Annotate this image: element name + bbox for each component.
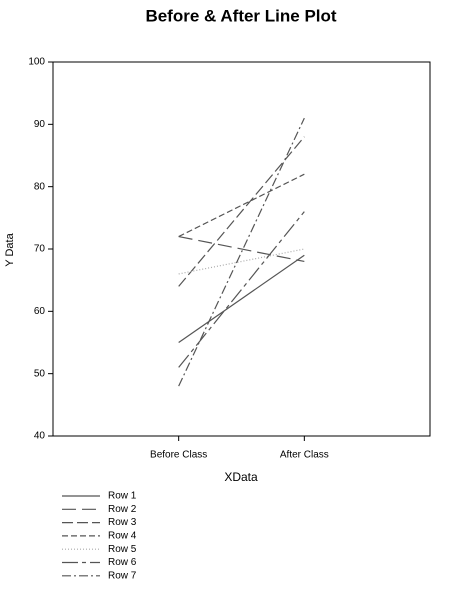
y-tick-label: 100 [28, 57, 45, 68]
x-tick-label: Before Class [150, 450, 207, 461]
legend-label: Row 7 [108, 570, 137, 581]
y-tick-label: 90 [34, 119, 46, 130]
y-axis-label: Y Data [4, 232, 16, 266]
legend-label: Row 2 [108, 504, 137, 515]
data-line [178, 136, 305, 287]
x-axis-label: XData [224, 470, 258, 484]
y-tick-label: 50 [34, 368, 46, 379]
data-line [178, 173, 305, 238]
legend-label: Row 3 [108, 517, 137, 528]
x-tick-label: After Class [280, 450, 329, 461]
data-line [178, 117, 305, 387]
chart-title: Before & After Line Plot [145, 6, 336, 25]
legend-label: Row 1 [108, 491, 137, 502]
y-tick-label: 60 [34, 306, 46, 317]
y-tick-label: 40 [34, 431, 46, 442]
data-line [178, 254, 305, 343]
data-line [178, 248, 305, 275]
y-tick-label: 70 [34, 244, 46, 255]
y-tick-label: 80 [34, 181, 46, 192]
legend-label: Row 4 [108, 531, 137, 542]
legend-label: Row 5 [108, 544, 137, 555]
legend-label: Row 6 [108, 557, 137, 568]
data-line [178, 235, 305, 263]
data-line [178, 211, 305, 368]
